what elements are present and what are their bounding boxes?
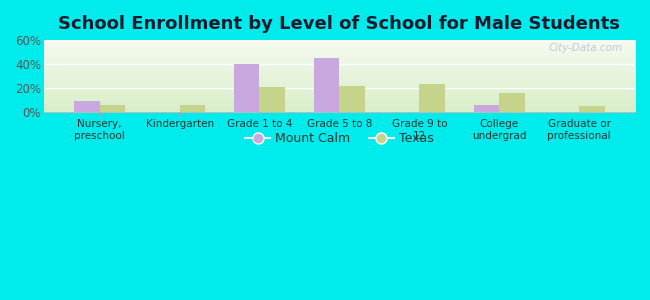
Bar (499, 93, 525, 112)
Bar (474, 105, 499, 112)
Bar (99, 105, 125, 112)
Bar (259, 87, 285, 112)
Bar (74, 101, 99, 112)
Bar (314, 58, 339, 112)
Title: School Enrollment by Level of School for Male Students: School Enrollment by Level of School for… (58, 15, 620, 33)
Bar (179, 105, 205, 112)
Bar (339, 86, 365, 112)
Bar (234, 64, 259, 112)
Legend: Mount Calm, Texas: Mount Calm, Texas (240, 128, 439, 150)
Bar (419, 85, 445, 112)
Bar (579, 106, 604, 112)
Text: City-Data.com: City-Data.com (549, 43, 623, 53)
